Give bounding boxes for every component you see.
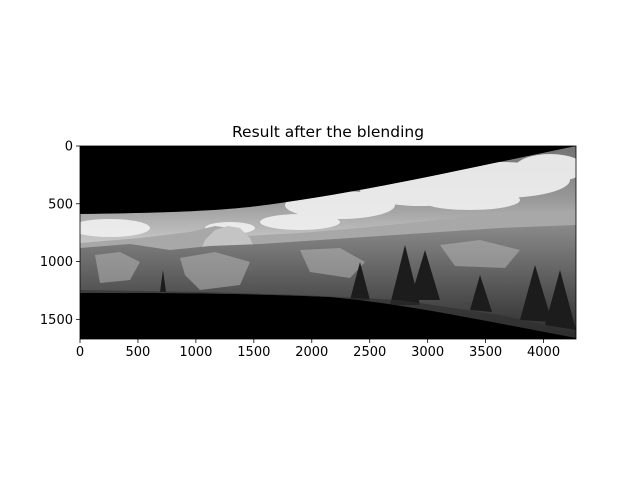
x-tick-label: 500 <box>126 345 151 360</box>
x-tick-label: 3000 <box>411 345 444 360</box>
x-tick-label: 1000 <box>179 345 212 360</box>
x-tick-label: 3500 <box>469 345 502 360</box>
x-tick-label: 4000 <box>527 345 560 360</box>
x-tick-label: 1500 <box>237 345 270 360</box>
x-axis-ticks: 0 500 1000 1500 2000 2500 3000 3500 4000 <box>76 339 560 360</box>
y-tick-label: 500 <box>48 197 73 212</box>
y-tick-label: 1500 <box>40 313 73 328</box>
y-axis-ticks: 0 500 1000 1500 <box>40 140 80 328</box>
x-tick-label: 0 <box>76 345 84 360</box>
y-tick-label: 1000 <box>40 255 73 270</box>
x-tick-label: 2500 <box>353 345 386 360</box>
chart-title: Result after the blending <box>232 123 424 141</box>
y-tick-label: 0 <box>65 140 73 155</box>
x-tick-label: 2000 <box>295 345 328 360</box>
panorama-image <box>70 140 585 340</box>
